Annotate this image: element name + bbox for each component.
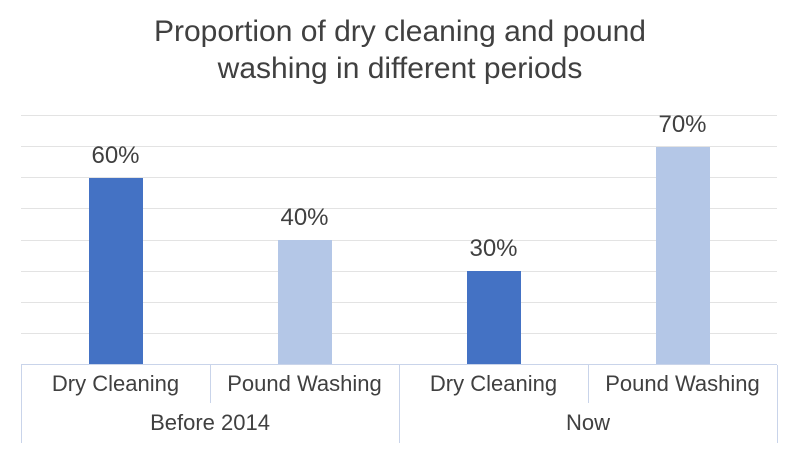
gridline: [21, 115, 777, 116]
gridline: [21, 301, 777, 303]
axis-group-divider: [776, 365, 778, 443]
group-label-now: Now: [565, 409, 610, 435]
bar-now-pound-washing: [655, 146, 710, 365]
axis-group-divider: [398, 365, 400, 443]
bar-before-2014-pound-washing: [277, 240, 332, 365]
axis-group-divider: [20, 365, 22, 443]
bar-before-2014-dry-cleaning: [88, 177, 143, 365]
gridline: [21, 177, 777, 179]
bar-now-dry-cleaning: [466, 271, 521, 365]
gridline: [21, 146, 777, 148]
category-label-0-dry-cleaning: Dry Cleaning: [51, 371, 180, 396]
gridline: [21, 332, 777, 334]
data-label-before-2014-dry-cleaning: 60%: [91, 141, 140, 169]
gridline: [21, 239, 777, 241]
chart-title: Proportion of dry cleaning and pound was…: [0, 13, 800, 87]
group-label-before-2014: Before 2014: [150, 409, 270, 435]
category-label-1-pound-washing: Pound Washing: [227, 371, 382, 396]
data-label-before-2014-pound-washing: 40%: [280, 204, 329, 231]
category-label-3-pound-washing: Pound Washing: [605, 371, 760, 396]
gridline: [21, 270, 777, 272]
chart-title-line1: Proportion of dry cleaning and pound: [153, 15, 646, 48]
chart-title-line2: washing in different periods: [217, 52, 583, 85]
axis-category-divider: [209, 365, 211, 403]
axis-category-divider: [587, 365, 589, 403]
x-axis-line: [21, 364, 777, 365]
category-label-2-dry-cleaning: Dry Cleaning: [429, 371, 558, 396]
data-label-now-dry-cleaning: 30%: [469, 235, 518, 263]
data-label-now-pound-washing: 70%: [658, 110, 707, 138]
gridline: [21, 208, 777, 210]
